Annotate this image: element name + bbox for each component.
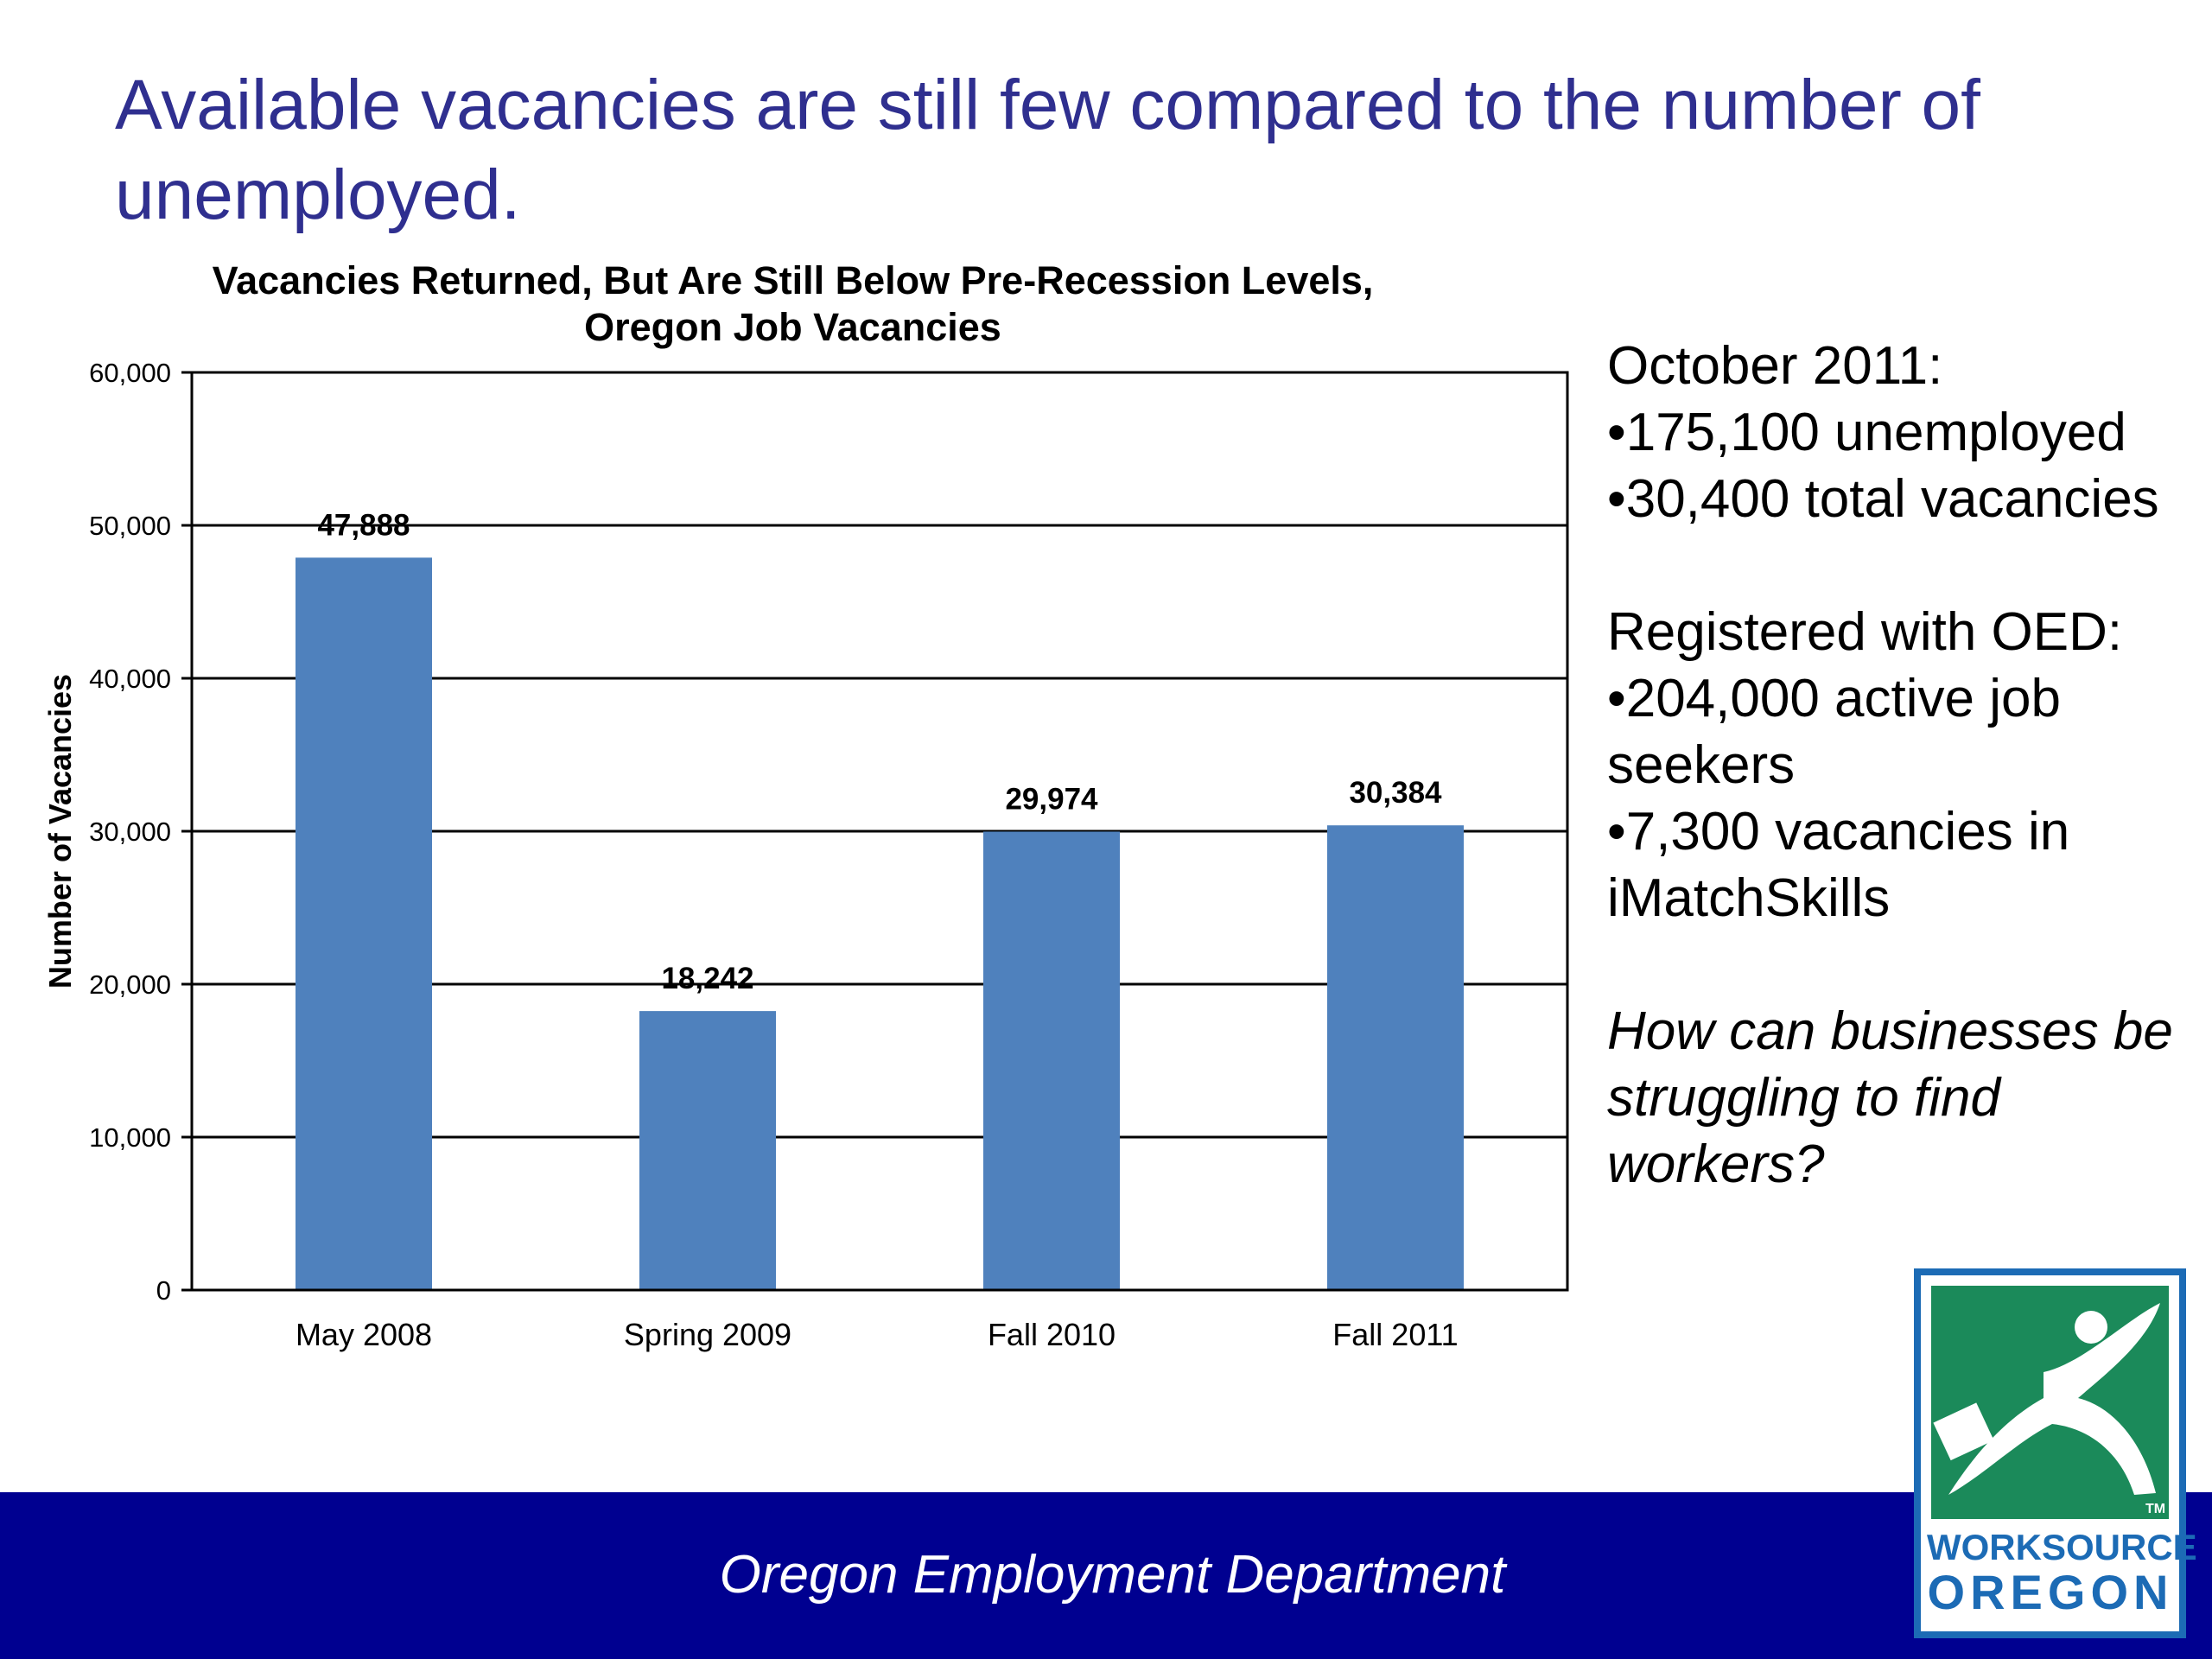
sidebar-question: How can businesses be struggling to find… — [1607, 1001, 2173, 1194]
bar — [983, 831, 1120, 1290]
footer-bar — [0, 1492, 2212, 1659]
logo-figure-body-icon — [1948, 1303, 2160, 1495]
chart-title-line2: Oregon Job Vacancies — [584, 305, 1001, 349]
y-tick-label: 40,000 — [89, 664, 171, 694]
data-label: 18,242 — [661, 962, 753, 995]
y-tick-labels: 0 10,000 20,000 30,000 40,000 50,000 60,000 — [89, 358, 192, 1306]
y-axis-label: Number of Vacancies — [42, 674, 78, 988]
x-tick-label: Fall 2010 — [988, 1317, 1116, 1352]
worksource-oregon-logo: TM — [1914, 1268, 2186, 1638]
x-tick-label: Fall 2011 — [1332, 1317, 1458, 1352]
data-label: 29,974 — [1005, 782, 1098, 816]
slide-title: Available vacancies are still few compar… — [115, 66, 1980, 234]
y-tick-label: 50,000 — [89, 511, 171, 541]
plot-frame — [190, 371, 1569, 1292]
sidebar-item-job-seekers: •204,000 active job seekers — [1607, 669, 2061, 795]
bar — [1327, 825, 1464, 1290]
bar — [296, 557, 432, 1290]
bar — [639, 1011, 776, 1290]
logo-line2: OREGON — [1927, 1565, 2174, 1619]
x-tick-labels: May 2008 Spring 2009 Fall 2010 Fall 2011 — [296, 1317, 1459, 1352]
chart-title-line1: Vacancies Returned, But Are Still Below … — [212, 258, 1374, 302]
logo-wordmark: WORKSOURCE OREGON — [1927, 1527, 2197, 1619]
bars — [296, 557, 1464, 1290]
sidebar-facts: October 2011: •175,100 unemployed •30,40… — [1607, 333, 2195, 1198]
y-tick-label: 10,000 — [89, 1122, 171, 1153]
y-tick-label: 0 — [156, 1275, 171, 1306]
x-tick-label: May 2008 — [296, 1317, 432, 1352]
logo-line1: WORKSOURCE — [1927, 1527, 2197, 1567]
chart-title: Vacancies Returned, But Are Still Below … — [104, 257, 1482, 351]
sidebar-item-unemployed: •175,100 unemployed — [1607, 403, 2126, 462]
logo-tm: TM — [2145, 1502, 2165, 1516]
logo-briefcase-icon — [1933, 1402, 1994, 1461]
sidebar-heading-october: October 2011: — [1607, 336, 1943, 396]
sidebar-item-vacancies: •30,400 total vacancies — [1607, 469, 2159, 529]
sidebar-item-imatchskills: •7,300 vacancies in iMatchSkills — [1607, 802, 2070, 928]
y-tick-label: 60,000 — [89, 358, 171, 388]
y-tick-label: 20,000 — [89, 969, 171, 1000]
data-labels: 47,888 18,242 29,974 30,384 — [317, 508, 1442, 995]
sidebar-heading-oed: Registered with OED: — [1607, 602, 2123, 662]
data-label: 30,384 — [1349, 776, 1442, 810]
logo-figure-head-icon — [2075, 1311, 2107, 1344]
data-label: 47,888 — [317, 508, 410, 542]
y-tick-label: 30,000 — [89, 817, 171, 847]
footer-text: Oregon Employment Department — [719, 1545, 1506, 1605]
vacancies-bar-chart: 0 10,000 20,000 30,000 40,000 50,000 60,000 Ma… — [42, 358, 1569, 1352]
x-tick-label: Spring 2009 — [624, 1317, 791, 1352]
